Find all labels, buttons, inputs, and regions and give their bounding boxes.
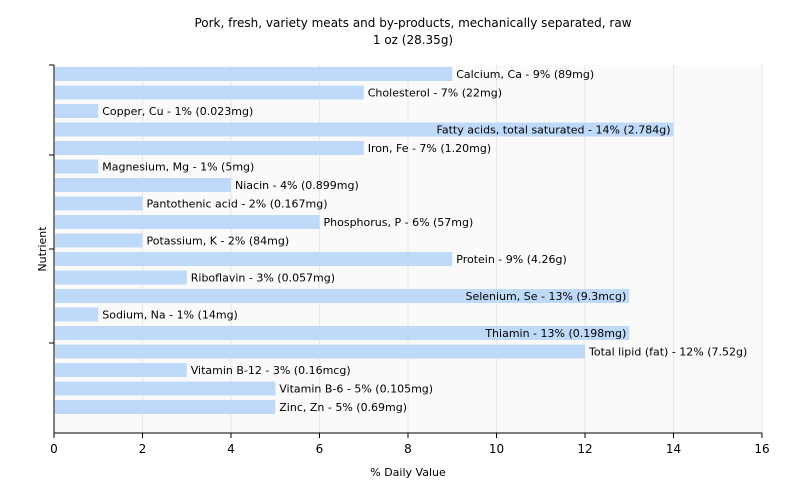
x-tick-label: 10 — [489, 442, 504, 456]
x-tick-label: 2 — [139, 442, 147, 456]
bar — [55, 85, 364, 100]
bar — [55, 252, 453, 266]
bar-label: Pantothenic acid - 2% (0.167mg) — [147, 198, 328, 211]
bar-label: Copper, Cu - 1% (0.023mg) — [102, 105, 253, 118]
bar — [55, 381, 276, 396]
bar-label: Cholesterol - 7% (22mg) — [368, 87, 502, 100]
x-tick-label: 16 — [754, 442, 769, 456]
bar-label: Riboflavin - 3% (0.057mg) — [191, 272, 335, 285]
bar — [55, 159, 99, 174]
bars — [55, 67, 674, 414]
bar-label: Magnesium, Mg - 1% (5mg) — [102, 161, 254, 174]
bar — [55, 363, 187, 377]
chart-subtitle: 1 oz (28.35g) — [373, 33, 453, 47]
bar-label: Niacin - 4% (0.899mg) — [235, 179, 359, 192]
bar-label: Selenium, Se - 13% (9.3mcg) — [465, 290, 626, 303]
bar — [55, 178, 231, 192]
bar-label: Sodium, Na - 1% (14mg) — [102, 309, 238, 322]
bar-labels: Calcium, Ca - 9% (89mg) Cholesterol - 7% … — [102, 68, 747, 414]
bar-label: Phosphorus, P - 6% (57mg) — [324, 216, 474, 229]
bar — [55, 141, 364, 155]
bar — [55, 307, 99, 322]
bar-label: Fatty acids, total saturated - 14% (2.78… — [437, 124, 671, 137]
y-axis-label: Nutrient — [36, 226, 49, 272]
bar-label: Thiamin - 13% (0.198mg) — [484, 327, 626, 340]
bar-label: Calcium, Ca - 9% (89mg) — [456, 68, 594, 81]
bar — [55, 344, 585, 359]
bar — [55, 233, 143, 248]
bar — [55, 122, 674, 137]
bar — [55, 326, 630, 340]
bar — [55, 400, 276, 414]
bar — [55, 270, 187, 285]
x-axis-label: % Daily Value — [370, 466, 446, 479]
x-tick-label: 12 — [577, 442, 592, 456]
bar — [55, 196, 143, 211]
x-tick-label: 4 — [227, 442, 235, 456]
x-tick-label: 8 — [404, 442, 412, 456]
bar-label: Protein - 9% (4.26g) — [456, 253, 567, 266]
bar-label: Potassium, K - 2% (84mg) — [147, 235, 290, 248]
bar-label: Zinc, Zn - 5% (0.69mg) — [279, 401, 407, 414]
bar — [55, 104, 99, 118]
x-tick-label: 14 — [666, 442, 681, 456]
bar — [55, 289, 630, 303]
x-axis-ticks: 0 2 4 6 8 10 12 14 16 — [50, 433, 770, 456]
x-tick-label: 0 — [50, 442, 58, 456]
bar-label: Iron, Fe - 7% (1.20mg) — [368, 142, 491, 155]
x-tick-label: 6 — [316, 442, 324, 456]
chart-title: Pork, fresh, variety meats and by-produc… — [194, 16, 631, 30]
bar-label: Vitamin B-12 - 3% (0.16mcg) — [191, 364, 351, 377]
bar — [55, 215, 320, 229]
bar-label: Vitamin B-6 - 5% (0.105mg) — [279, 383, 433, 396]
bar — [55, 67, 453, 81]
bar-label: Total lipid (fat) - 12% (7.52g) — [588, 346, 747, 359]
